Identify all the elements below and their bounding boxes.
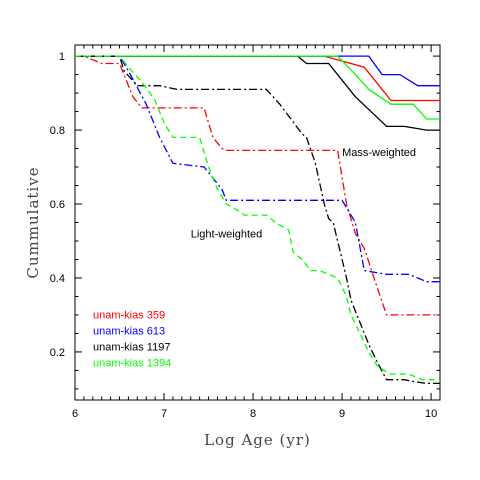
- y-tick-label: 0.2: [50, 347, 65, 359]
- x-tick-label: 6: [72, 408, 78, 420]
- series-layer: [75, 55, 440, 385]
- annotations: Mass-weighted Light-weighted: [191, 147, 416, 240]
- series-line-light-unam-kias-359: [75, 55, 440, 316]
- annotation: Light-weighted: [191, 228, 263, 240]
- series-line-light-unam-kias-1197: [75, 55, 440, 385]
- tick-labels: 6 7 8 9 10 0.2 0.4 0.6 0.8 1: [50, 51, 438, 420]
- series-line-light-unam-kias-1394: [75, 55, 440, 381]
- series-line-mass-unam-kias-1197: [75, 55, 440, 131]
- y-tick-label: 1: [59, 51, 65, 63]
- annotation: Mass-weighted: [342, 147, 416, 159]
- x-tick-label: 9: [339, 408, 345, 420]
- x-axis-title: Log Age (yr): [204, 431, 311, 449]
- legend-entry: unam-kias 359: [93, 310, 165, 322]
- legend: unam-kias 359 unam-kias 613 unam-kias 1197…: [93, 310, 171, 370]
- legend-entry: unam-kias 613: [93, 326, 165, 338]
- legend-entry: unam-kias 1394: [93, 358, 171, 370]
- y-tick-label: 0.6: [50, 199, 65, 211]
- series-line-mass-unam-kias-359: [75, 55, 440, 102]
- x-tick-label: 8: [250, 408, 256, 420]
- x-tick-label: 7: [161, 408, 167, 420]
- y-tick-label: 0.4: [50, 273, 65, 285]
- x-tick-label: 10: [425, 408, 437, 420]
- y-axis-title: Cummulative: [24, 166, 42, 278]
- y-tick-label: 0.8: [50, 125, 65, 137]
- series-line-mass-unam-kias-613: [75, 55, 440, 87]
- series-line-light-unam-kias-613: [75, 55, 440, 283]
- series-line-mass-unam-kias-1394: [75, 55, 440, 120]
- legend-entry: unam-kias 1197: [93, 342, 170, 354]
- axis-ticks: [74, 45, 441, 400]
